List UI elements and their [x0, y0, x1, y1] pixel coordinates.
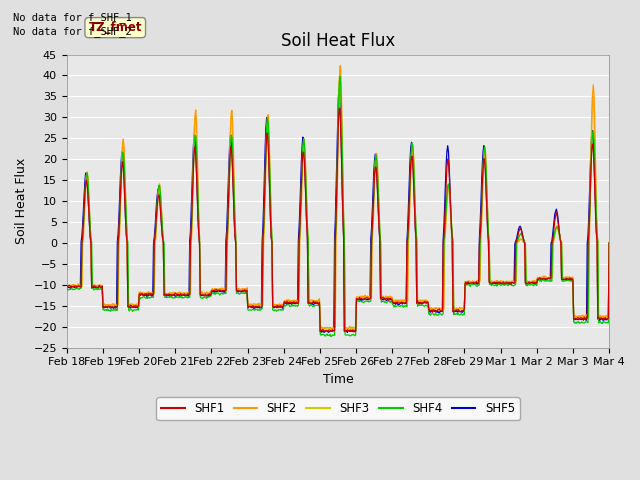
Text: TZ_fmet: TZ_fmet: [88, 21, 142, 34]
Y-axis label: Soil Heat Flux: Soil Heat Flux: [15, 158, 28, 244]
Legend: SHF1, SHF2, SHF3, SHF4, SHF5: SHF1, SHF2, SHF3, SHF4, SHF5: [156, 397, 520, 420]
X-axis label: Time: Time: [323, 373, 353, 386]
Text: No data for f_SHF_2: No data for f_SHF_2: [13, 26, 132, 37]
Title: Soil Heat Flux: Soil Heat Flux: [281, 32, 395, 50]
Text: No data for f_SHF_1: No data for f_SHF_1: [13, 12, 132, 23]
